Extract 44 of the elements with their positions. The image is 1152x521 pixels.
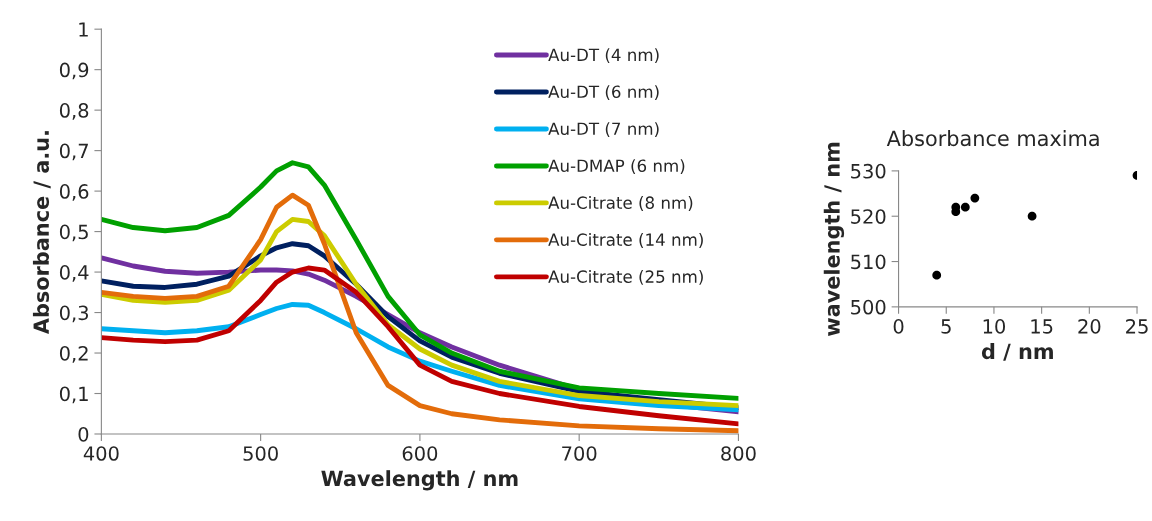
y-tick-label: 500 — [851, 299, 886, 315]
x-tick-label: 20 — [1078, 319, 1101, 334]
x-tick-label: 400 — [83, 446, 119, 461]
point — [932, 270, 942, 280]
point — [970, 193, 980, 203]
x-tick-label: 10 — [983, 319, 1006, 334]
y-tick-label: 0,9 — [59, 62, 89, 80]
legend-label: Au-Citrate (14 nm) — [548, 233, 703, 248]
legend-label: Au-Citrate (25 nm) — [548, 270, 703, 285]
x-tick-label: 5 — [941, 319, 951, 334]
legend-label: Au-DT (7 nm) — [548, 122, 659, 138]
y-tick-label: 0,7 — [59, 143, 88, 161]
y-tick-label: 510 — [851, 254, 886, 270]
y-axis-title: Absorbance / a.u. — [32, 131, 51, 335]
legend-label: Au-DMAP (6 nm) — [548, 159, 685, 174]
x-tick-label: 800 — [721, 446, 756, 461]
point — [960, 202, 970, 212]
y-tick-label: 0,5 — [59, 224, 88, 242]
y-axis-title: wavelength / nm — [823, 142, 845, 336]
y-tick-label: 520 — [851, 209, 886, 224]
y-tick-label: 1 — [79, 22, 88, 37]
chart-title: Absorbance maxima — [886, 130, 1099, 147]
y-tick-label: 530 — [851, 163, 886, 179]
x-axis-title: d / nm — [981, 343, 1053, 361]
y-tick-label: 0 — [78, 426, 89, 442]
x-tick-label: 25 — [1126, 319, 1148, 334]
line-series — [101, 302, 739, 413]
x-tick-label: 700 — [562, 446, 597, 461]
y-tick-label: 0,2 — [59, 345, 88, 363]
y-tick-label: 0,4 — [59, 265, 89, 282]
legend-label: Au-Citrate (8 nm) — [548, 196, 693, 211]
x-tick-label: 600 — [402, 446, 438, 461]
x-tick-label: 15 — [1031, 319, 1053, 334]
x-tick-label: 0 — [893, 319, 904, 334]
x-tick-label: 500 — [243, 446, 278, 461]
y-tick-label: 0,1 — [59, 386, 88, 404]
point — [1027, 211, 1037, 221]
legend-label: Au-DT (4 nm) — [548, 48, 659, 64]
line-series — [101, 160, 739, 401]
y-tick-label: 0,8 — [59, 103, 89, 120]
y-tick-label: 0,6 — [59, 184, 89, 201]
y-tick-label: 0,3 — [59, 305, 89, 323]
legend-label: Au-DT (6 nm) — [548, 85, 659, 101]
x-axis-title: Wavelength / nm — [321, 470, 518, 491]
